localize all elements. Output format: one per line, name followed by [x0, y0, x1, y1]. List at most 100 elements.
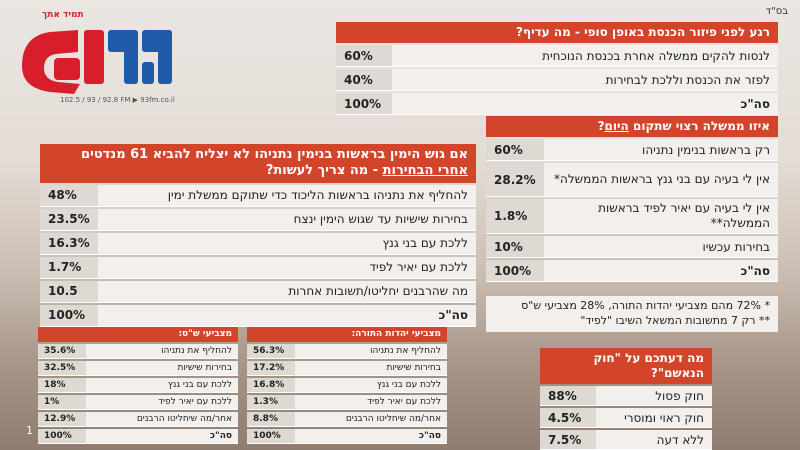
- logo-tagline: תמיד אתך: [42, 10, 84, 20]
- table-row: להחליף את נתניהו 35.6%: [38, 344, 238, 360]
- row-label: בחירות שישיות עד שגוש הימין ינצח: [97, 208, 476, 231]
- row-value: 32.5%: [38, 361, 86, 377]
- row-value: 10%: [486, 236, 544, 258]
- table-row: מה שהרבנים יחליטו/תשובות אחרות 10.5: [40, 280, 476, 303]
- row-label: אין לי בעיה עם בני גנץ בראשות הממשלה*: [543, 163, 778, 197]
- row-value: 1.7%: [40, 256, 98, 279]
- table-row: בחירות שישיות 17.2%: [247, 361, 447, 377]
- row-value: 88%: [540, 386, 596, 406]
- row-value: 4.5%: [540, 408, 596, 428]
- table-row: אין לי בעיה עם בני גנץ בראשות הממשלה* 28…: [486, 163, 778, 197]
- preferred-government-title: איזו ממשלה רצוי שתקום היום?: [486, 116, 778, 137]
- row-label: בחירות שישיות: [295, 361, 447, 377]
- row-label: סה"כ: [295, 429, 447, 445]
- right-bloc-title: אם גוש הימין בראשות בנימין נתניהו לא יצל…: [40, 144, 476, 183]
- table-row: להחליף את נתניהו בראשות הליכוד כדי שתוקם…: [40, 184, 476, 207]
- title-underlined: היום: [604, 119, 629, 133]
- bsd-header: בס"ד: [765, 6, 788, 17]
- logo-frequencies: 102.5 / 93 / 92.8 FM ▶ 93fm.co.il: [60, 96, 175, 104]
- table-row-total: סה"כ 100%: [336, 93, 778, 115]
- row-label: אחר/מה שיחליטו הרבנים: [295, 412, 447, 428]
- row-label: ללכת עם בני גנץ: [86, 378, 238, 394]
- table-row-total: סה"כ 100%: [40, 304, 476, 327]
- row-value: 23.5%: [40, 208, 98, 231]
- table-row-total: סה"כ 100%: [247, 429, 447, 445]
- table-row: חוק פסול 88%: [540, 386, 712, 406]
- radio-logo: תמיד אתך 102.5 / 93 / 92.8 FM ▶ 93fm.co.…: [14, 8, 180, 112]
- row-value: 100%: [336, 93, 392, 115]
- row-label: בחירות שישיות: [86, 361, 238, 377]
- table-row: ללכת עם יאיר לפיד 1.3%: [247, 395, 447, 411]
- row-value: 1.3%: [247, 395, 295, 411]
- table-row: ללכת עם בני גנץ 16.3%: [40, 232, 476, 255]
- dissolve-knesset-table: רגע לפני פיזור הכנסת באופן סופי - מה עדי…: [336, 22, 778, 117]
- row-value: 40%: [336, 69, 392, 91]
- government-footnotes: * 72% מהם מצביעי יהדות התורה, 28% מצביעי…: [486, 296, 778, 332]
- row-label: ללא דעה: [596, 430, 712, 450]
- table-row: לנסות להקים ממשלה אחרת בכנסת הנוכחית 60%: [336, 45, 778, 67]
- footnote-2: ** רק 7 מתשובות המשאל השיבו "לפיד": [580, 313, 770, 327]
- kol-chai-logo-icon: [22, 30, 172, 94]
- row-label: מה שהרבנים יחליטו/תשובות אחרות: [97, 280, 476, 303]
- row-value: 35.6%: [38, 344, 86, 360]
- table-row: לפזר את הכנסת וללכת לבחירות 40%: [336, 69, 778, 91]
- table-row: רק בראשות בנימין נתניהו 60%: [486, 139, 778, 161]
- row-label: אין לי בעיה עם יאיר לפיד בראשות הממשלה**: [543, 199, 778, 234]
- row-value: 12.9%: [38, 412, 86, 428]
- table-row: בחירות עכשיו 10%: [486, 236, 778, 258]
- row-label: ללכת עם יאיר לפיד: [86, 395, 238, 411]
- row-label: בחירות עכשיו: [543, 236, 778, 258]
- table-row: להחליף את נתניהו 56.3%: [247, 344, 447, 360]
- row-value: 60%: [336, 45, 392, 67]
- row-value: 100%: [486, 260, 544, 282]
- accused-law-title: מה דעתכם על "חוק הנאשם"?: [540, 348, 712, 384]
- table-row: ללכת עם בני גנץ 16.8%: [247, 378, 447, 394]
- row-label: להחליף את נתניהו: [86, 344, 238, 360]
- row-value: 7.5%: [540, 430, 596, 450]
- shas-voters-table: מצביעי ש"ס: להחליף את נתניהו 35.6% בחירות…: [38, 327, 238, 446]
- dissolve-knesset-title: רגע לפני פיזור הכנסת באופן סופי - מה עדי…: [336, 22, 778, 43]
- row-value: 18%: [38, 378, 86, 394]
- row-value: 56.3%: [247, 344, 295, 360]
- footnote-1: * 72% מהם מצביעי יהדות התורה, 28% מצביעי…: [521, 299, 770, 312]
- slide-number: 1: [26, 424, 33, 437]
- row-value: 100%: [38, 429, 86, 445]
- table-row-total: סה"כ 100%: [486, 260, 778, 282]
- table-row: חוק ראוי ומוסרי 4.5%: [540, 408, 712, 428]
- table-row: ללכת עם יאיר לפיד 1%: [38, 395, 238, 411]
- row-value: 8.8%: [247, 412, 295, 428]
- row-label: ללכת עם יאיר לפיד: [295, 395, 447, 411]
- row-label: ללכת עם בני גנץ: [97, 232, 476, 255]
- table-row: ללכת עם יאיר לפיד 1.7%: [40, 256, 476, 279]
- table-row-total: סה"כ 100%: [38, 429, 238, 445]
- accused-law-table: מה דעתכם על "חוק הנאשם"? חוק פסול 88% חוק…: [540, 348, 712, 450]
- row-value: 17.2%: [247, 361, 295, 377]
- row-label: ללכת עם יאיר לפיד: [97, 256, 476, 279]
- row-label: אחר/מה שיחליטו הרבנים: [86, 412, 238, 428]
- row-value: 48%: [40, 184, 98, 207]
- title-line-1: אם גוש הימין בראשות בנימין נתניהו לא יצל…: [80, 147, 468, 162]
- row-value: 10.5: [40, 280, 98, 303]
- row-value: 1%: [38, 395, 86, 411]
- table-row: ללכת עם בני גנץ 18%: [38, 378, 238, 394]
- row-label: להחליף את נתניהו: [295, 344, 447, 360]
- title-part: - מה צריך לעשות?: [265, 163, 383, 179]
- row-value: 16.3%: [40, 232, 98, 255]
- title-line-2: אחרי הבחירות - מה צריך לעשות?: [48, 163, 468, 179]
- utj-voters-title: מצביעי יהדות התורה:: [247, 327, 447, 343]
- row-label: רק בראשות בנימין נתניהו: [543, 139, 778, 161]
- shas-voters-title: מצביעי ש"ס:: [38, 327, 238, 343]
- row-label: חוק פסול: [596, 386, 712, 406]
- row-value: 28.2%: [486, 163, 544, 197]
- row-label: לפזר את הכנסת וללכת לבחירות: [392, 69, 778, 91]
- right-bloc-table: אם גוש הימין בראשות בנימין נתניהו לא יצל…: [40, 144, 476, 329]
- title-underlined: אחרי הבחירות: [382, 163, 468, 179]
- table-row: בחירות שישיות עד שגוש הימין ינצח 23.5%: [40, 208, 476, 231]
- row-value: 16.8%: [247, 378, 295, 394]
- title-part: ?: [597, 119, 605, 133]
- table-row: ללא דעה 7.5%: [540, 430, 712, 450]
- title-part: איזו ממשלה רצוי שתקום: [628, 119, 770, 133]
- row-label: סה"כ: [86, 429, 238, 445]
- row-value: 100%: [247, 429, 295, 445]
- row-label: ללכת עם בני גנץ: [295, 378, 447, 394]
